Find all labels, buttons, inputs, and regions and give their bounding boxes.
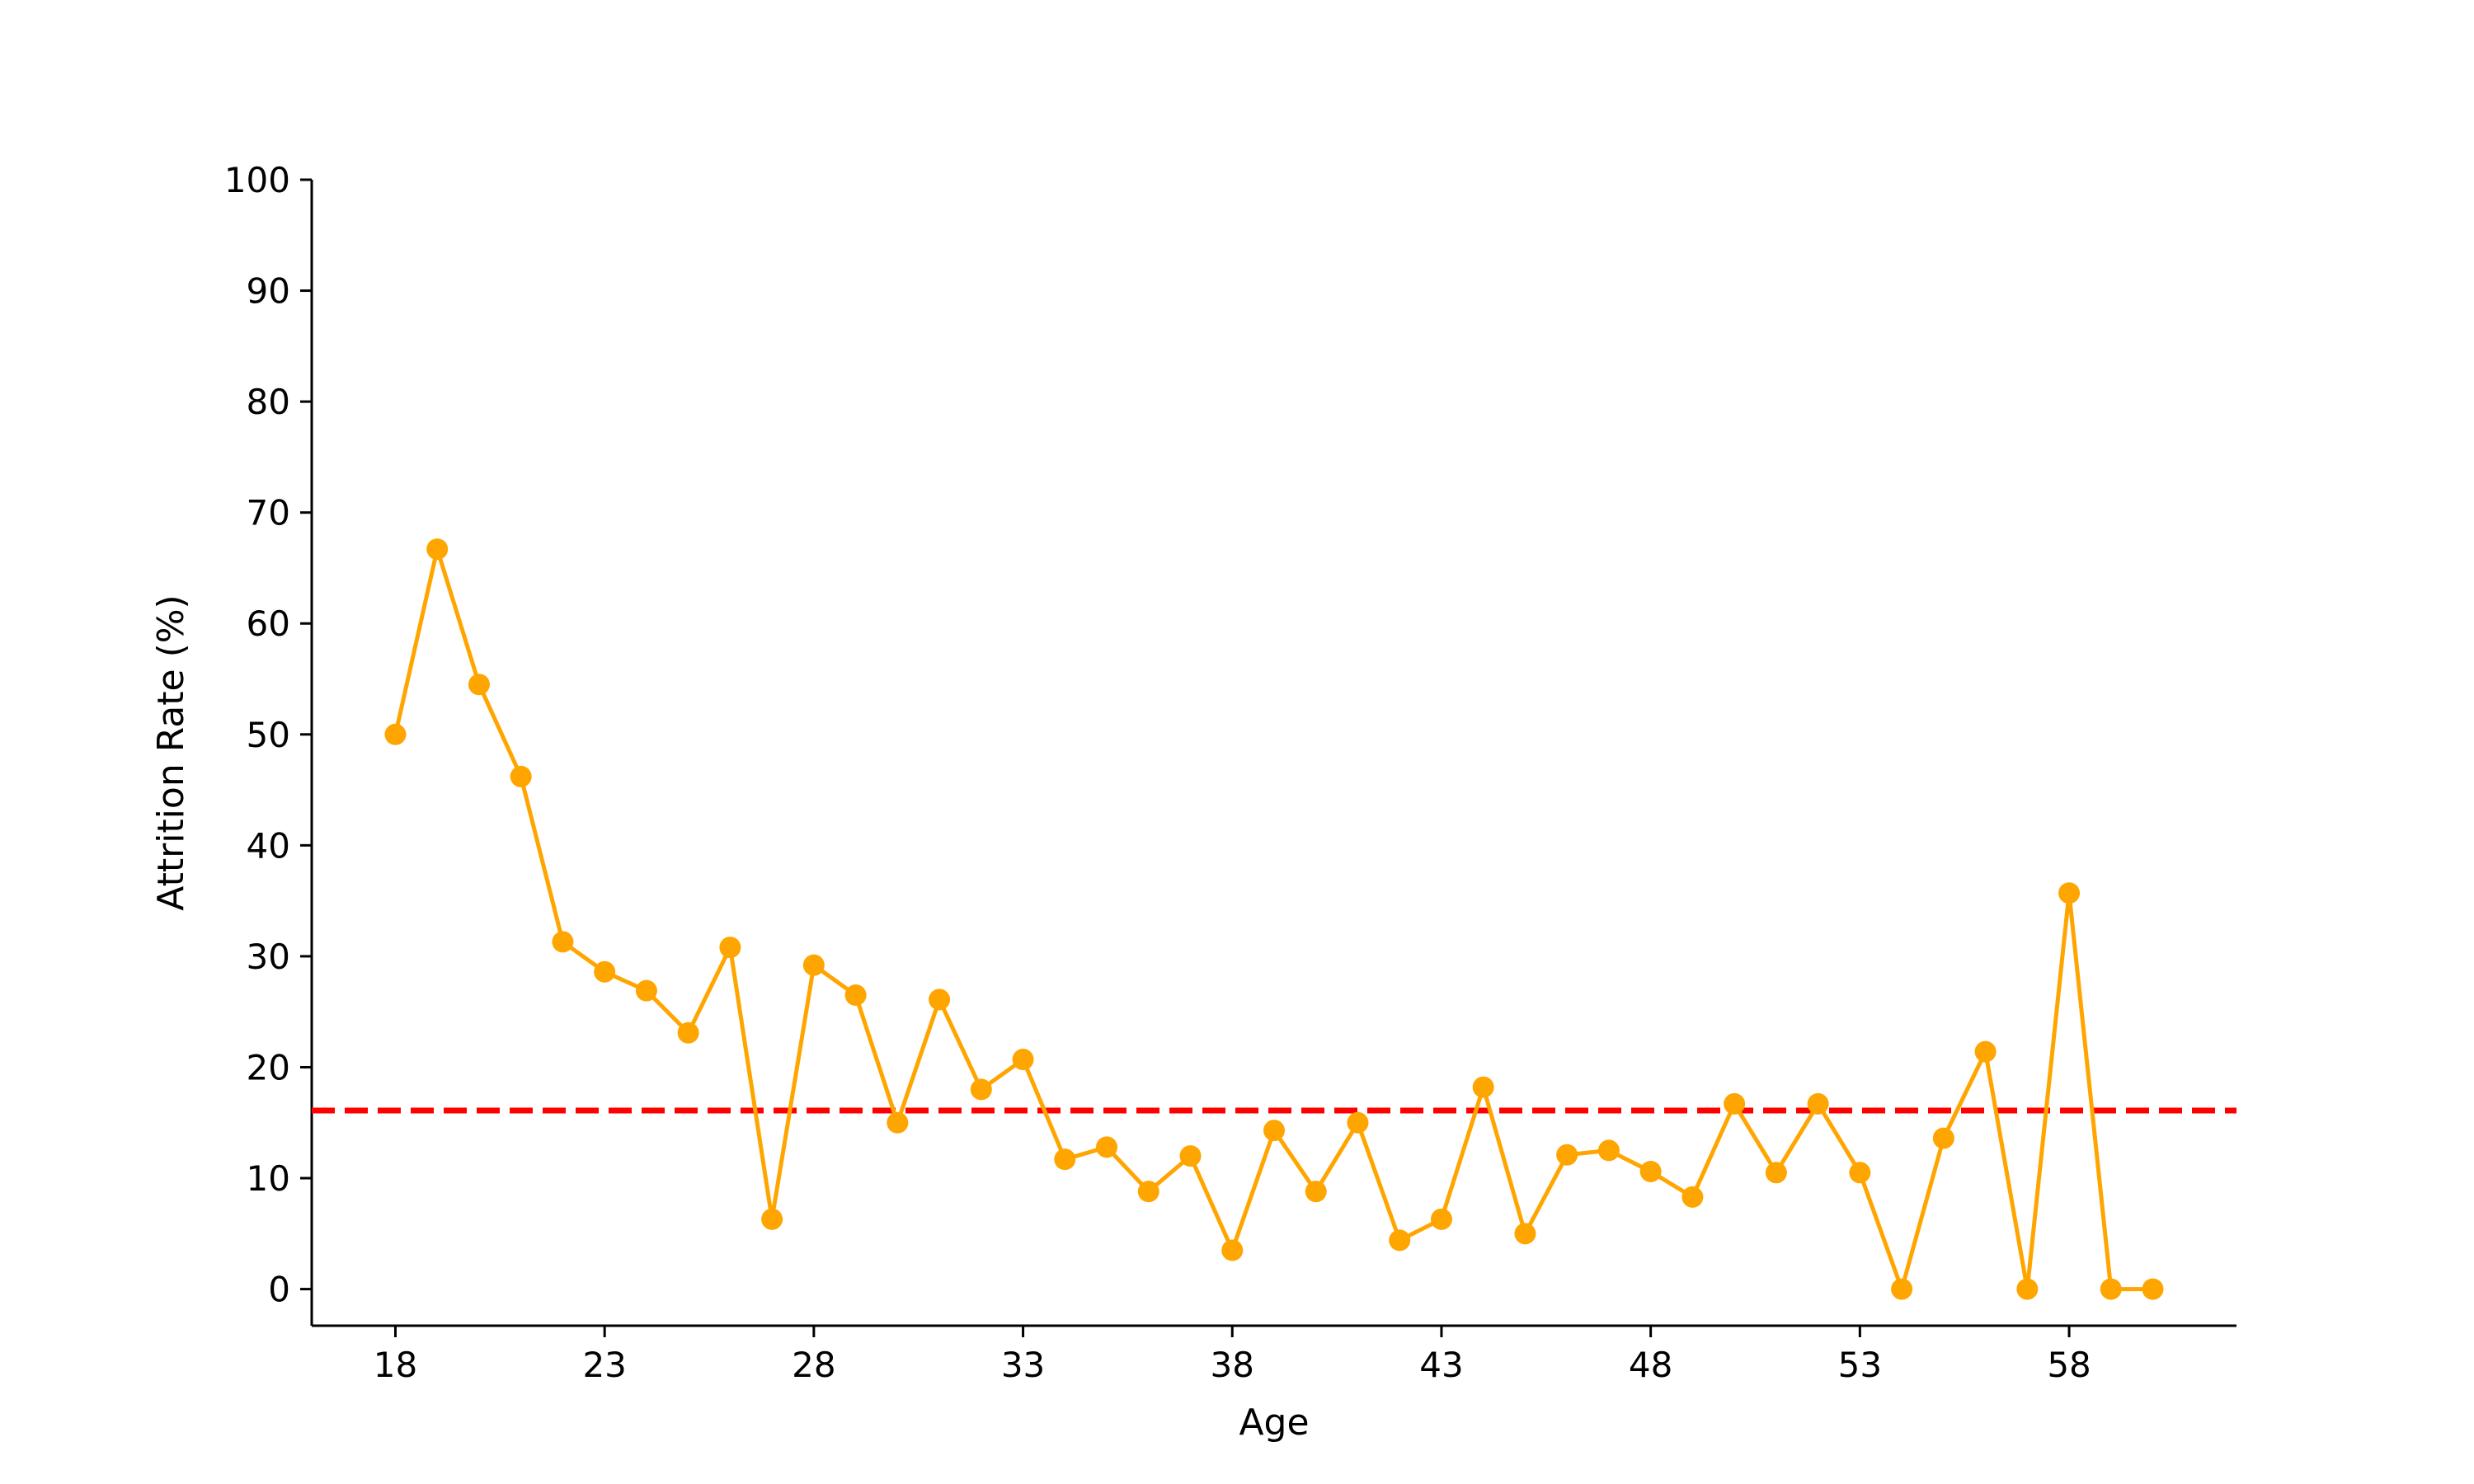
y-tick-label: 70: [247, 493, 290, 533]
x-tick-label: 58: [2047, 1345, 2091, 1385]
data-point: [594, 960, 616, 983]
data-point: [510, 765, 532, 787]
x-tick-label: 33: [1001, 1345, 1045, 1385]
y-tick-label: 0: [268, 1270, 290, 1310]
y-tick-label: 80: [247, 382, 290, 422]
data-point: [970, 1078, 992, 1101]
axes: [310, 180, 2236, 1327]
x-tick-label: 48: [1629, 1345, 1672, 1385]
data-point: [1849, 1162, 1871, 1184]
x-tick-label: 38: [1211, 1345, 1254, 1385]
x-tick-label: 53: [1838, 1345, 1882, 1385]
data-point: [1096, 1136, 1118, 1158]
data-point: [844, 984, 867, 1007]
series-line: [393, 547, 2153, 1292]
y-tick-label: 30: [247, 937, 290, 977]
x-ticks: 18 23 28 33 38 43 48 53 58: [374, 1326, 2091, 1385]
data-point: [887, 1111, 909, 1134]
data-point: [1765, 1162, 1787, 1184]
data-point: [1724, 1092, 1746, 1115]
data-point: [1932, 1127, 1954, 1149]
data-point: [1347, 1111, 1369, 1134]
data-point: [2142, 1278, 2164, 1300]
data-point: [1514, 1223, 1536, 1245]
data-point: [1221, 1239, 1244, 1261]
data-point: [1681, 1186, 1704, 1208]
data-point: [1054, 1148, 1076, 1171]
x-tick-label: 43: [1419, 1345, 1463, 1385]
data-point: [384, 723, 407, 745]
data-point: [1807, 1092, 1829, 1115]
y-tick-label: 90: [247, 271, 290, 312]
data-point: [426, 538, 449, 561]
y-tick-label: 40: [247, 825, 290, 866]
x-tick-label: 28: [792, 1345, 835, 1385]
data-point: [677, 1021, 699, 1044]
data-point: [2016, 1278, 2039, 1300]
y-tick-label: 10: [247, 1158, 290, 1199]
data-point: [1556, 1144, 1578, 1166]
data-point: [1639, 1160, 1662, 1182]
data-point: [1012, 1049, 1034, 1071]
data-point: [1472, 1076, 1494, 1098]
x-tick-label: 23: [582, 1345, 626, 1385]
series-group: [384, 538, 2164, 1300]
data-point: [1137, 1181, 1159, 1203]
data-point: [1430, 1208, 1452, 1230]
data-point: [1891, 1278, 1913, 1300]
data-point: [1597, 1139, 1620, 1162]
data-point: [1179, 1145, 1202, 1167]
x-axis-label: Age: [1239, 1402, 1309, 1444]
y-tick-label: 100: [224, 160, 290, 200]
data-point: [635, 979, 657, 1002]
data-point: [1263, 1120, 1285, 1142]
data-point: [1974, 1040, 1997, 1063]
data-point: [761, 1208, 783, 1230]
data-point: [2058, 882, 2081, 904]
data-point: [2100, 1278, 2122, 1300]
data-point: [468, 674, 490, 696]
data-point: [1389, 1229, 1411, 1252]
y-tick-label: 50: [247, 715, 290, 755]
data-point: [552, 931, 574, 953]
y-axis-label: Attrition Rate (%): [150, 594, 192, 910]
y-tick-label: 60: [247, 603, 290, 644]
data-point: [802, 954, 825, 976]
y-tick-label: 20: [247, 1047, 290, 1087]
data-point: [1305, 1181, 1327, 1203]
y-ticks: 0 10 20 30 40 50 60 70 80 90 100: [224, 160, 312, 1310]
data-point: [929, 989, 951, 1011]
x-tick-label: 18: [374, 1345, 417, 1385]
data-point: [719, 937, 741, 959]
